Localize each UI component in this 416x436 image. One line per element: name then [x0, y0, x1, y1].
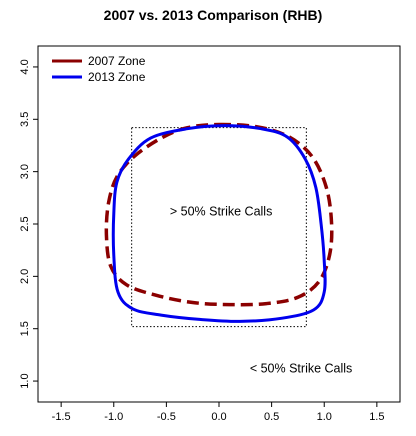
y-tick-label-6: 4.0	[19, 59, 31, 74]
reference-strike-zone-box	[131, 127, 307, 328]
x-tick-label-0: -1.5	[52, 411, 71, 423]
x-tick-label-5: 1.0	[317, 411, 332, 423]
legend: 2007 Zone 2013 Zone	[52, 54, 146, 84]
chart-title: 2007 vs. 2013 Comparison (RHB)	[104, 7, 323, 23]
y-tick-label-5: 3.5	[19, 112, 31, 127]
x-tick-label-4: 0.5	[264, 411, 279, 423]
y-axis: 1.0 1.5 2.0 2.5 3.0 3.5 4.0	[19, 59, 38, 389]
y-tick-label-3: 2.5	[19, 216, 31, 231]
y-tick-label-0: 1.0	[19, 373, 31, 388]
y-tick-label-4: 3.0	[19, 164, 31, 179]
y-tick-label-2: 2.0	[19, 269, 31, 284]
legend-label-2013-zone: 2013 Zone	[88, 70, 146, 84]
plot-frame	[37, 45, 401, 403]
x-tick-label-3: 0.0	[211, 411, 226, 423]
legend-label-2007-zone: 2007 Zone	[88, 54, 146, 68]
x-tick-label-6: 1.5	[369, 411, 384, 423]
annotation-0: > 50% Strike Calls	[170, 205, 272, 219]
series-line-2013-zone	[111, 124, 327, 323]
x-axis: -1.5 -1.0 -0.5 0.0 0.5 1.0 1.5	[52, 402, 384, 423]
y-tick-label-1: 1.5	[19, 321, 31, 336]
x-tick-label-1: -1.0	[104, 411, 123, 423]
annotation-1: < 50% Strike Calls	[250, 362, 352, 376]
x-tick-label-2: -0.5	[157, 411, 176, 423]
